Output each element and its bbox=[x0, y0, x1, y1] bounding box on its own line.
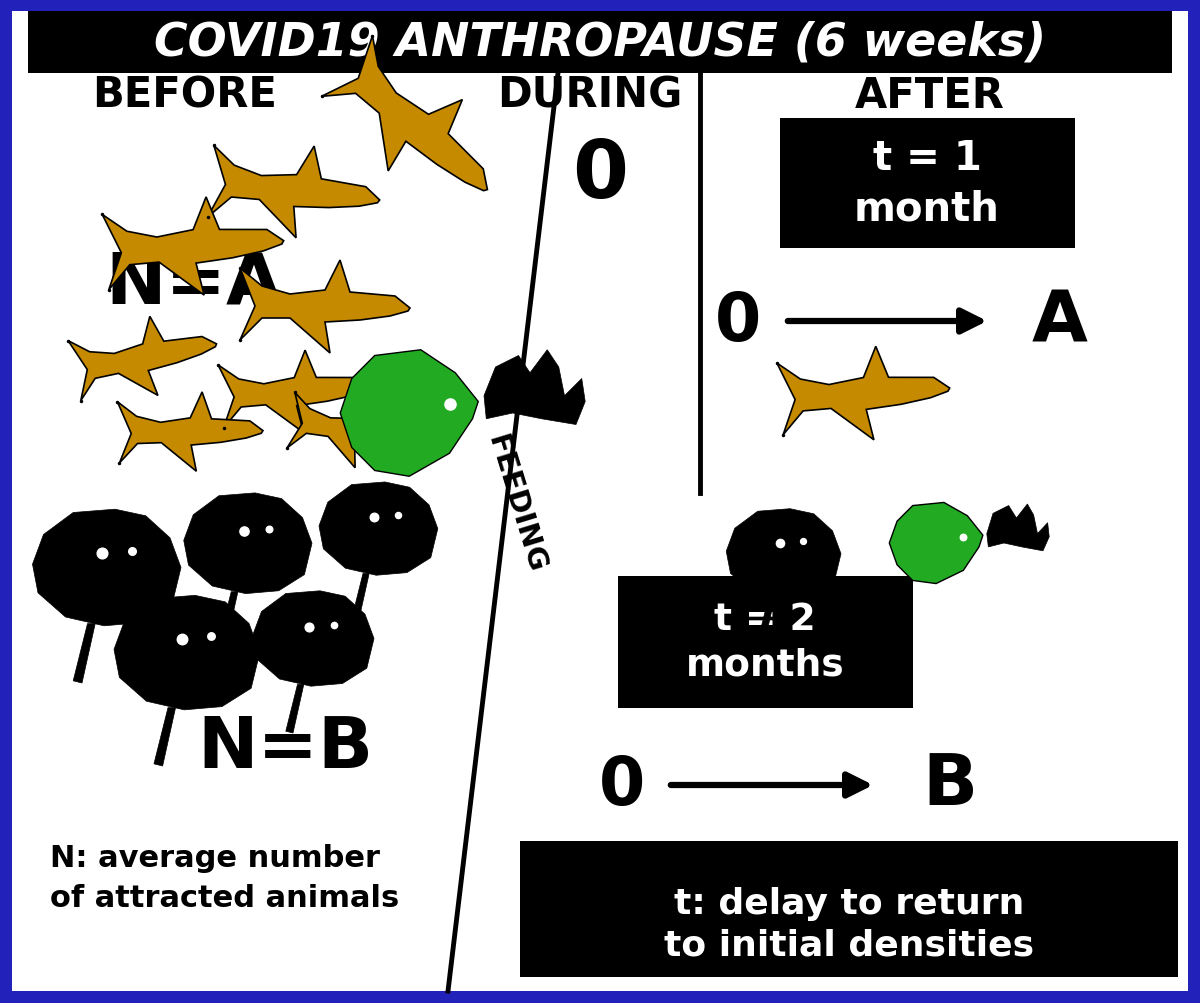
Polygon shape bbox=[287, 393, 421, 468]
Polygon shape bbox=[240, 261, 410, 354]
Polygon shape bbox=[32, 510, 181, 626]
Bar bbox=[520, 842, 1178, 977]
Polygon shape bbox=[889, 503, 983, 584]
Bar bbox=[28, 12, 1172, 74]
Polygon shape bbox=[68, 317, 216, 401]
Polygon shape bbox=[218, 351, 370, 433]
Text: B: B bbox=[923, 751, 978, 819]
Polygon shape bbox=[102, 198, 283, 296]
Polygon shape bbox=[776, 347, 949, 440]
Text: t: delay to return: t: delay to return bbox=[674, 886, 1024, 920]
Text: N=B: N=B bbox=[197, 714, 373, 782]
Polygon shape bbox=[341, 350, 479, 476]
Polygon shape bbox=[118, 392, 263, 471]
Text: COVID19 ANTHROPAUSE (6 weeks): COVID19 ANTHROPAUSE (6 weeks) bbox=[154, 20, 1046, 65]
Text: 0: 0 bbox=[715, 289, 761, 355]
Polygon shape bbox=[73, 624, 95, 683]
Text: N: average number: N: average number bbox=[50, 844, 380, 873]
Text: 0: 0 bbox=[599, 752, 646, 818]
Text: 0: 0 bbox=[572, 136, 628, 215]
Polygon shape bbox=[322, 37, 487, 192]
Polygon shape bbox=[286, 685, 304, 733]
Polygon shape bbox=[218, 592, 238, 643]
Polygon shape bbox=[208, 146, 379, 239]
Text: AFTER: AFTER bbox=[856, 75, 1004, 117]
Polygon shape bbox=[184, 493, 312, 594]
Polygon shape bbox=[484, 350, 586, 425]
Text: t = 2
months: t = 2 months bbox=[685, 602, 845, 683]
Text: BEFORE: BEFORE bbox=[92, 75, 277, 117]
Text: N=A: N=A bbox=[106, 250, 282, 318]
Text: t = 1
month: t = 1 month bbox=[854, 138, 1000, 230]
Polygon shape bbox=[319, 482, 438, 576]
Text: DURING: DURING bbox=[497, 75, 683, 117]
Polygon shape bbox=[352, 574, 370, 622]
Text: A: A bbox=[1032, 287, 1088, 356]
Polygon shape bbox=[154, 708, 175, 766]
Polygon shape bbox=[726, 510, 841, 599]
Polygon shape bbox=[757, 598, 775, 643]
Polygon shape bbox=[986, 505, 1049, 552]
Text: of attracted animals: of attracted animals bbox=[50, 884, 400, 913]
Text: to initial densities: to initial densities bbox=[664, 928, 1034, 962]
Bar bbox=[618, 577, 913, 708]
Bar bbox=[780, 119, 1075, 249]
Polygon shape bbox=[114, 596, 260, 710]
Polygon shape bbox=[252, 591, 374, 686]
Text: FEEDING: FEEDING bbox=[481, 431, 551, 576]
